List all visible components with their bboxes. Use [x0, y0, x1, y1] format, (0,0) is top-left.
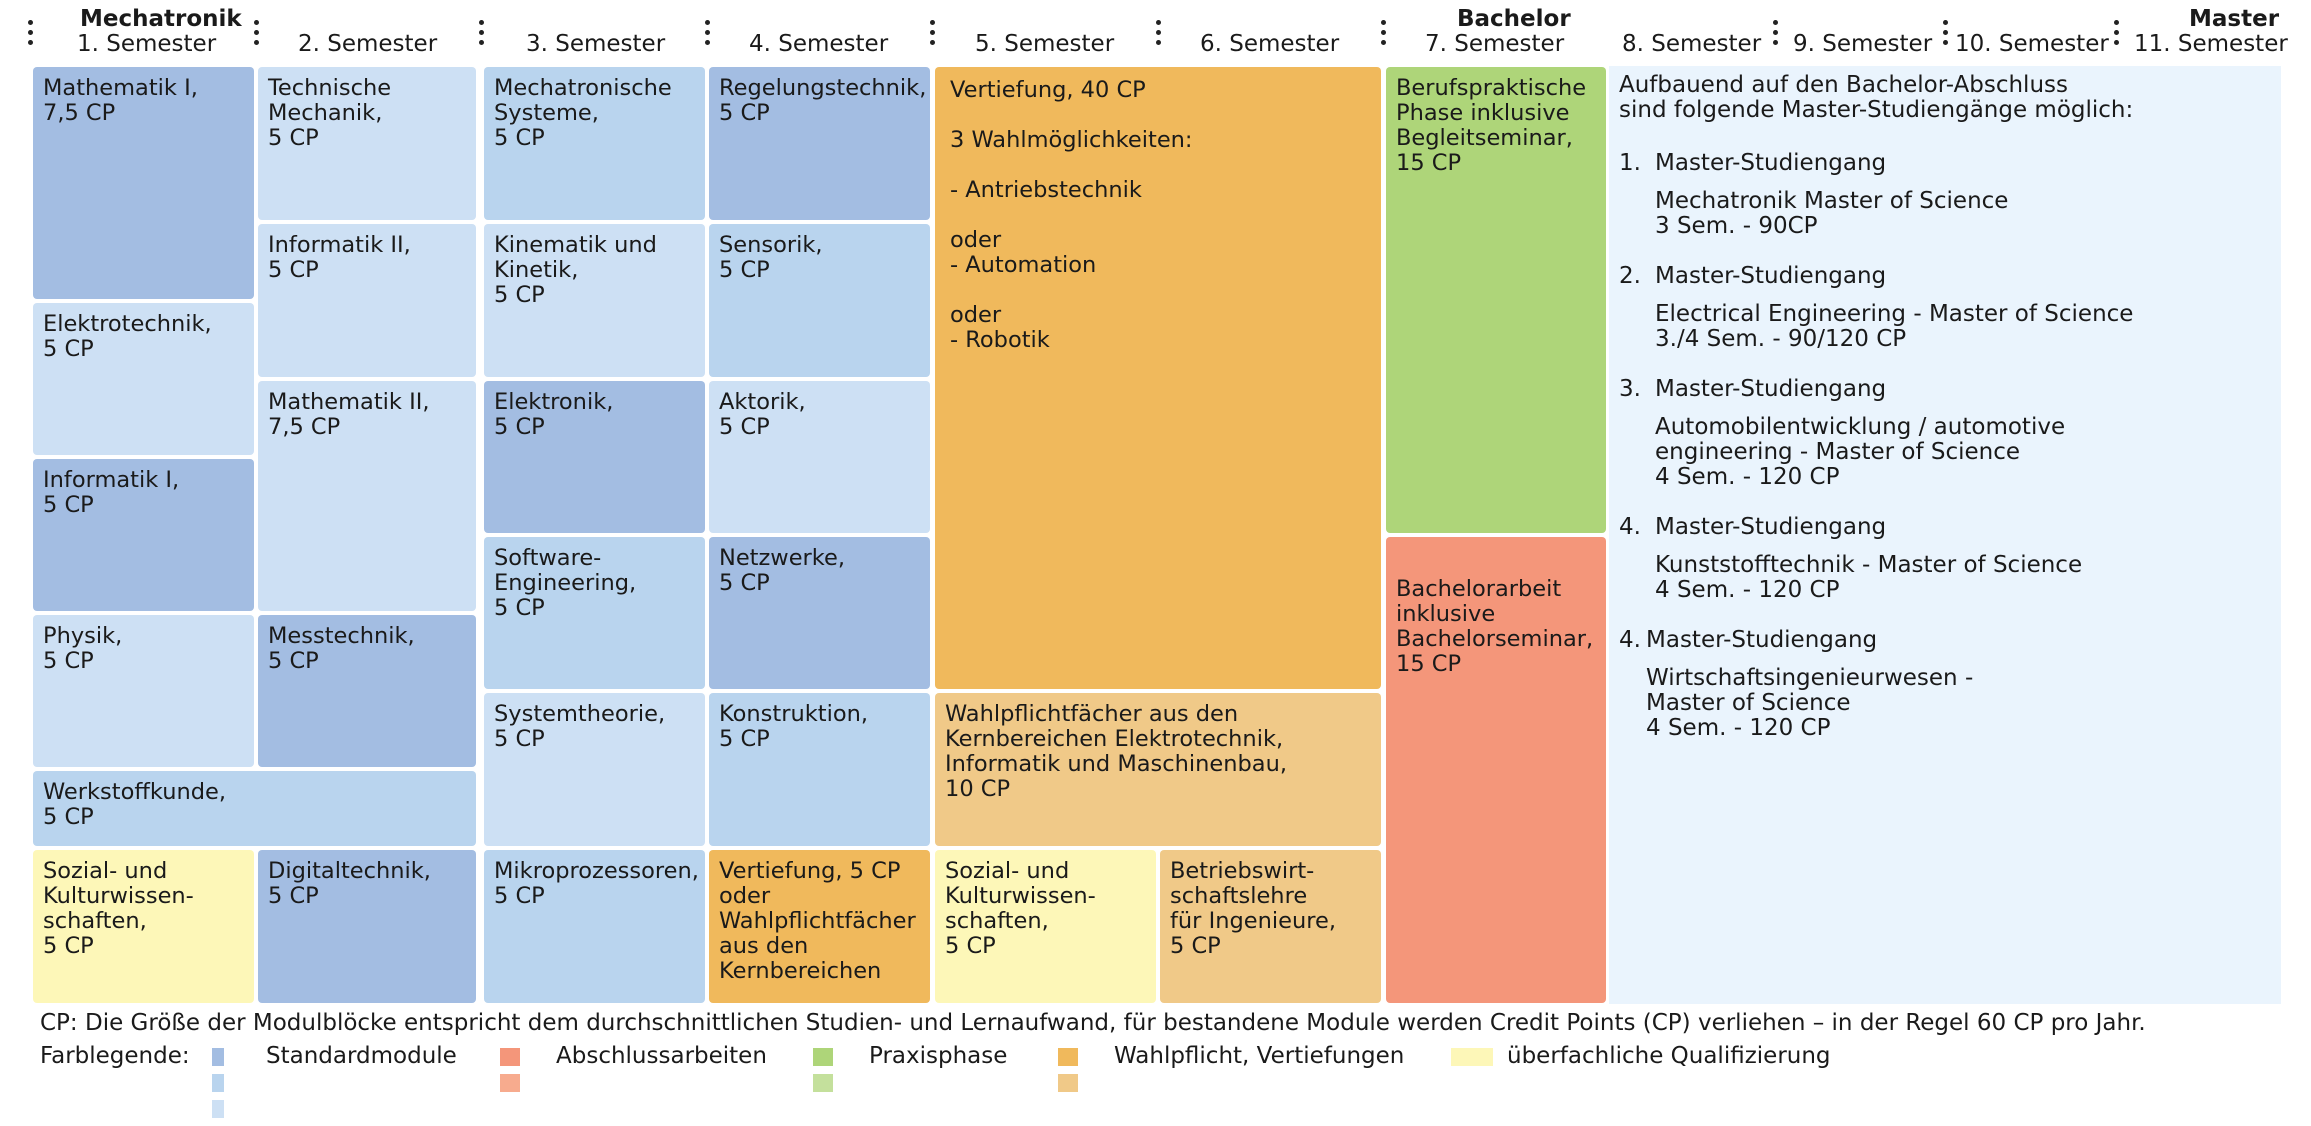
separator	[1380, 20, 1386, 58]
separator	[1772, 20, 1778, 58]
module-vertiefung-40cp: Vertiefung, 40 CP 3 Wahlmöglichkeiten: -…	[935, 67, 1381, 689]
separator	[929, 20, 935, 58]
semester-5-label: 5. Semester	[975, 31, 1115, 57]
module-kinematik-kinetik: Kinematik und Kinetik, 5 CP	[484, 224, 705, 377]
separator	[704, 20, 710, 58]
legend-label-standard: Standardmodule	[266, 1043, 457, 1069]
master-item-2-desc: Electrical Engineering - Master of Scien…	[1655, 301, 2134, 352]
separator	[27, 20, 33, 58]
master-item-4-desc: Kunststofftechnik - Master of Science 4 …	[1655, 552, 2083, 603]
legend-label-elective: Wahlpflicht, Vertiefungen	[1114, 1043, 1405, 1069]
legend-label-general: überfachliche Qualifizierung	[1507, 1043, 1831, 1069]
legend-swatch-elective	[1058, 1048, 1080, 1092]
master-item-5-title: Master-Studiengang	[1646, 627, 1878, 653]
semester-4-label: 4. Semester	[749, 31, 889, 57]
master-info-panel	[1609, 66, 2281, 1004]
master-item-5-num: 4.	[1619, 627, 1641, 653]
mechatronik-label: Mechatronik	[80, 6, 242, 32]
separator	[2113, 20, 2119, 58]
separator	[253, 20, 259, 58]
master-item-3-num: 3.	[1619, 376, 1641, 402]
module-technische-mechanik: Technische Mechanik, 5 CP	[258, 67, 476, 220]
separator	[1942, 20, 1948, 58]
module-systemtheorie: Systemtheorie, 5 CP	[484, 693, 705, 846]
semester-3-label: 3. Semester	[526, 31, 666, 57]
semester-1-label: 1. Semester	[77, 31, 217, 57]
module-messtechnik: Messtechnik, 5 CP	[258, 615, 476, 767]
master-item-1-num: 1.	[1619, 150, 1641, 176]
module-informatik-1: Informatik I, 5 CP	[33, 459, 254, 611]
module-elektrotechnik: Elektrotechnik, 5 CP	[33, 303, 254, 455]
module-mathematik-1: Mathematik I, 7,5 CP	[33, 67, 254, 299]
module-aktorik: Aktorik, 5 CP	[709, 381, 930, 533]
module-sozial-kultur-1: Sozial- und Kulturwissen- schaften, 5 CP	[33, 850, 254, 1003]
master-item-1-desc: Mechatronik Master of Science 3 Sem. - 9…	[1655, 188, 2009, 239]
semester-9-label: 9. Semester	[1793, 31, 1933, 57]
legend-title: Farblegende:	[40, 1043, 190, 1069]
master-intro: Aufbauend auf den Bachelor-Abschluss sin…	[1619, 72, 2134, 123]
semester-10-label: 10. Semester	[1955, 31, 2109, 57]
legend-swatch-practice	[813, 1048, 835, 1092]
master-item-2-num: 2.	[1619, 263, 1641, 289]
module-elektronik: Elektronik, 5 CP	[484, 381, 705, 533]
semester-7-label: 7. Semester	[1425, 31, 1565, 57]
master-item-5-desc: Wirtschaftsingenieurwesen - Master of Sc…	[1646, 665, 1974, 741]
bachelor-label: Bachelor	[1457, 6, 1571, 32]
cp-footnote: CP: Die Größe der Modulblöcke entspricht…	[40, 1010, 2146, 1036]
master-item-3-desc: Automobilentwicklung / automotive engine…	[1655, 414, 2066, 490]
module-mechatronische-systeme: Mechatronische Systeme, 5 CP	[484, 67, 705, 220]
master-item-4-title: Master-Studiengang	[1655, 514, 1887, 540]
semester-8-label: 8. Semester	[1622, 31, 1762, 57]
master-item-4-num: 4.	[1619, 514, 1641, 540]
module-werkstoffkunde: Werkstoffkunde, 5 CP	[33, 771, 476, 846]
module-sozial-kultur-2: Sozial- und Kulturwissen- schaften, 5 CP	[935, 850, 1156, 1003]
master-item-3-title: Master-Studiengang	[1655, 376, 1887, 402]
master-label: Master	[2189, 6, 2280, 32]
module-regelungstechnik: Regelungstechnik, 5 CP	[709, 67, 930, 220]
module-netzwerke: Netzwerke, 5 CP	[709, 537, 930, 689]
module-mathematik-2: Mathematik II, 7,5 CP	[258, 381, 476, 611]
separator	[478, 20, 484, 58]
module-bachelorarbeit: Bachelorarbeit inklusive Bachelorseminar…	[1386, 537, 1606, 1003]
master-item-1-title: Master-Studiengang	[1655, 150, 1887, 176]
legend-swatch-general	[1451, 1048, 1495, 1066]
module-physik: Physik, 5 CP	[33, 615, 254, 767]
module-digitaltechnik: Digitaltechnik, 5 CP	[258, 850, 476, 1003]
module-konstruktion: Konstruktion, 5 CP	[709, 693, 930, 846]
module-vertiefung-5cp: Vertiefung, 5 CP oder Wahlpflichtfächer …	[709, 850, 930, 1003]
module-mikroprozessoren: Mikroprozessoren, 5 CP	[484, 850, 705, 1003]
legend-label-practice: Praxisphase	[869, 1043, 1008, 1069]
legend-swatch-thesis	[500, 1048, 522, 1092]
module-sensorik: Sensorik, 5 CP	[709, 224, 930, 377]
module-informatik-2: Informatik II, 5 CP	[258, 224, 476, 377]
module-wahlpflichtfaecher: Wahlpflichtfächer aus den Kernbereichen …	[935, 693, 1381, 846]
semester-2-label: 2. Semester	[298, 31, 438, 57]
module-software-engineering: Software- Engineering, 5 CP	[484, 537, 705, 689]
module-berufspraktische-phase: Berufspraktische Phase inklusive Begleit…	[1386, 67, 1606, 533]
legend-swatch-standard	[212, 1048, 226, 1118]
semester-6-label: 6. Semester	[1200, 31, 1340, 57]
module-bwl-ingenieure: Betriebswirt- schaftslehre für Ingenieur…	[1160, 850, 1381, 1003]
separator	[1155, 20, 1161, 58]
semester-11-label: 11. Semester	[2134, 31, 2288, 57]
legend-label-thesis: Abschlussarbeiten	[556, 1043, 767, 1069]
master-item-2-title: Master-Studiengang	[1655, 263, 1887, 289]
